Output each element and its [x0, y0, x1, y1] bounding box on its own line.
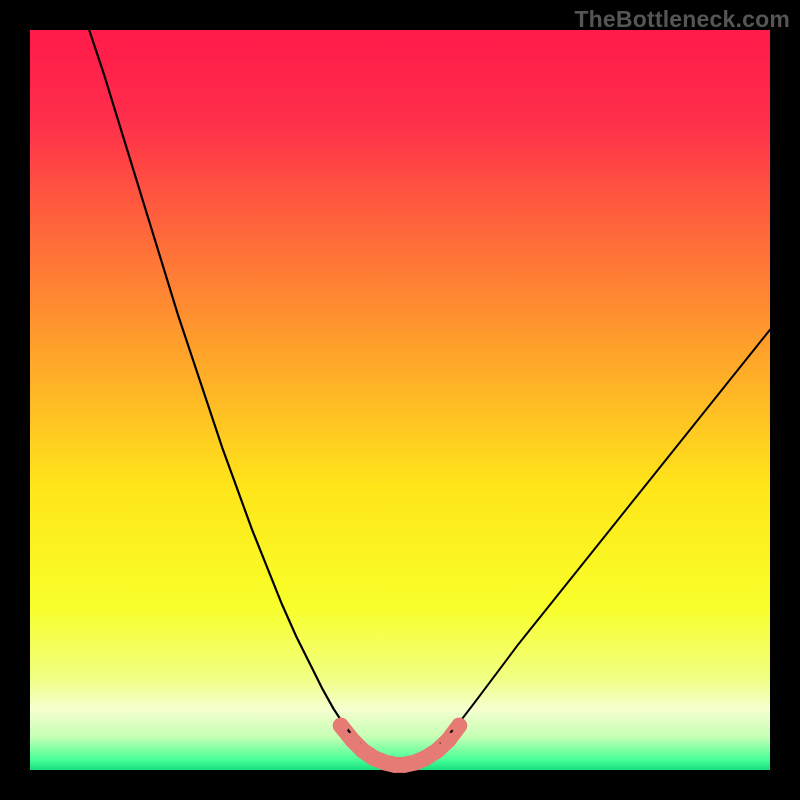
trough-point: [440, 732, 456, 748]
trough-point: [451, 718, 467, 734]
chart-container: TheBottleneck.com: [0, 0, 800, 800]
chart-plot-area: [30, 30, 770, 770]
trough-point: [333, 718, 349, 734]
bottleneck-chart: [0, 0, 800, 800]
watermark-text: TheBottleneck.com: [574, 6, 790, 33]
